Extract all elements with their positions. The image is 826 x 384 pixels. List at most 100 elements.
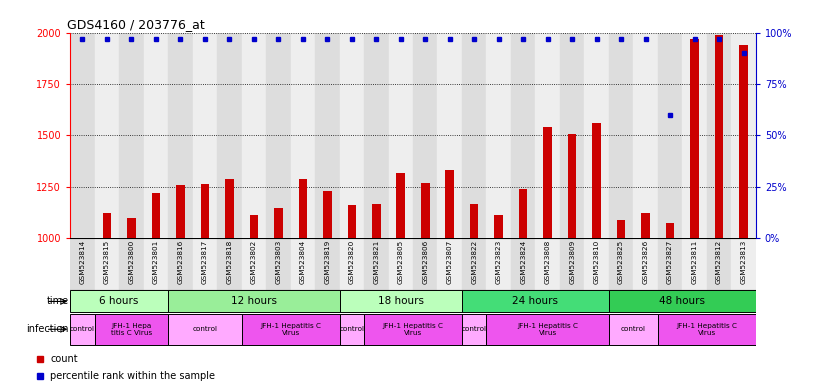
Text: GSM523803: GSM523803 xyxy=(275,240,282,284)
Bar xyxy=(339,33,364,238)
Bar xyxy=(462,314,487,345)
Bar xyxy=(266,33,291,238)
Text: GSM523810: GSM523810 xyxy=(594,240,600,284)
Bar xyxy=(70,238,95,290)
Bar xyxy=(242,33,266,238)
Bar xyxy=(445,170,454,238)
Bar xyxy=(95,314,169,345)
Text: GSM523818: GSM523818 xyxy=(226,240,232,284)
Bar xyxy=(585,33,609,238)
Text: count: count xyxy=(50,354,78,364)
Bar xyxy=(731,238,756,290)
Bar xyxy=(201,184,209,238)
Bar xyxy=(707,238,731,290)
Text: JFH-1 Hepatitis C
Virus: JFH-1 Hepatitis C Virus xyxy=(260,323,321,336)
Bar xyxy=(495,215,503,238)
Text: GSM523825: GSM523825 xyxy=(618,240,624,284)
Bar xyxy=(291,33,315,238)
Bar xyxy=(291,238,315,290)
Bar xyxy=(609,238,634,290)
Bar xyxy=(470,204,478,238)
Text: GDS4160 / 203776_at: GDS4160 / 203776_at xyxy=(67,18,205,31)
Bar xyxy=(169,238,192,290)
Bar xyxy=(462,238,487,290)
Bar xyxy=(585,238,609,290)
Bar xyxy=(487,314,609,345)
Bar xyxy=(592,123,601,238)
Bar xyxy=(364,33,388,238)
Text: GSM523802: GSM523802 xyxy=(251,240,257,284)
Bar xyxy=(634,238,657,290)
Bar xyxy=(544,127,552,238)
Bar xyxy=(144,238,169,290)
Bar xyxy=(682,238,707,290)
Text: JFH-1 Hepatitis C
Virus: JFH-1 Hepatitis C Virus xyxy=(517,323,578,336)
Text: 18 hours: 18 hours xyxy=(377,296,424,306)
Text: time: time xyxy=(47,296,69,306)
Text: control: control xyxy=(70,326,95,332)
Bar xyxy=(217,238,242,290)
Bar xyxy=(511,238,535,290)
Bar xyxy=(348,205,356,238)
Bar xyxy=(192,238,217,290)
Text: GSM523820: GSM523820 xyxy=(349,240,355,284)
Bar xyxy=(567,134,577,238)
Bar xyxy=(95,238,119,290)
Text: GSM523819: GSM523819 xyxy=(325,240,330,284)
Bar xyxy=(462,290,609,313)
Bar xyxy=(560,238,585,290)
Bar xyxy=(438,33,462,238)
Bar xyxy=(323,191,331,238)
Text: GSM523824: GSM523824 xyxy=(520,240,526,284)
Bar xyxy=(657,238,682,290)
Bar xyxy=(249,215,259,238)
Bar xyxy=(127,217,135,238)
Bar xyxy=(487,238,511,290)
Bar xyxy=(70,314,95,345)
Bar xyxy=(70,33,95,238)
Text: GSM523806: GSM523806 xyxy=(422,240,428,284)
Bar xyxy=(413,33,438,238)
Bar xyxy=(657,314,756,345)
Text: GSM523821: GSM523821 xyxy=(373,240,379,284)
Text: JFH-1 Hepa
titis C Virus: JFH-1 Hepa titis C Virus xyxy=(111,323,152,336)
Text: control: control xyxy=(462,326,487,332)
Text: GSM523814: GSM523814 xyxy=(79,240,85,284)
Bar xyxy=(691,39,699,238)
Bar xyxy=(372,204,381,238)
Bar xyxy=(609,33,634,238)
Bar xyxy=(519,189,528,238)
Bar xyxy=(315,33,339,238)
Bar xyxy=(657,33,682,238)
Bar xyxy=(462,33,487,238)
Text: infection: infection xyxy=(26,324,69,334)
Bar xyxy=(339,314,364,345)
Text: 48 hours: 48 hours xyxy=(659,296,705,306)
Bar xyxy=(535,238,560,290)
Bar xyxy=(560,33,585,238)
Bar xyxy=(266,238,291,290)
Text: control: control xyxy=(339,326,364,332)
Text: 12 hours: 12 hours xyxy=(230,296,277,306)
Bar xyxy=(339,238,364,290)
Bar xyxy=(617,220,625,238)
Text: GSM523804: GSM523804 xyxy=(300,240,306,284)
Bar xyxy=(169,314,242,345)
Text: GSM523817: GSM523817 xyxy=(202,240,208,284)
Bar xyxy=(413,238,438,290)
Bar xyxy=(119,238,144,290)
Text: GSM523808: GSM523808 xyxy=(544,240,551,284)
Text: GSM523813: GSM523813 xyxy=(741,240,747,284)
Bar xyxy=(511,33,535,238)
Bar xyxy=(714,35,724,238)
Bar xyxy=(176,185,185,238)
Text: GSM523822: GSM523822 xyxy=(471,240,477,284)
Bar xyxy=(364,314,462,345)
Bar xyxy=(242,238,266,290)
Text: GSM523805: GSM523805 xyxy=(398,240,404,284)
Bar xyxy=(274,208,282,238)
Bar xyxy=(641,214,650,238)
Bar xyxy=(666,223,674,238)
Bar xyxy=(192,33,217,238)
Text: GSM523800: GSM523800 xyxy=(128,240,135,284)
